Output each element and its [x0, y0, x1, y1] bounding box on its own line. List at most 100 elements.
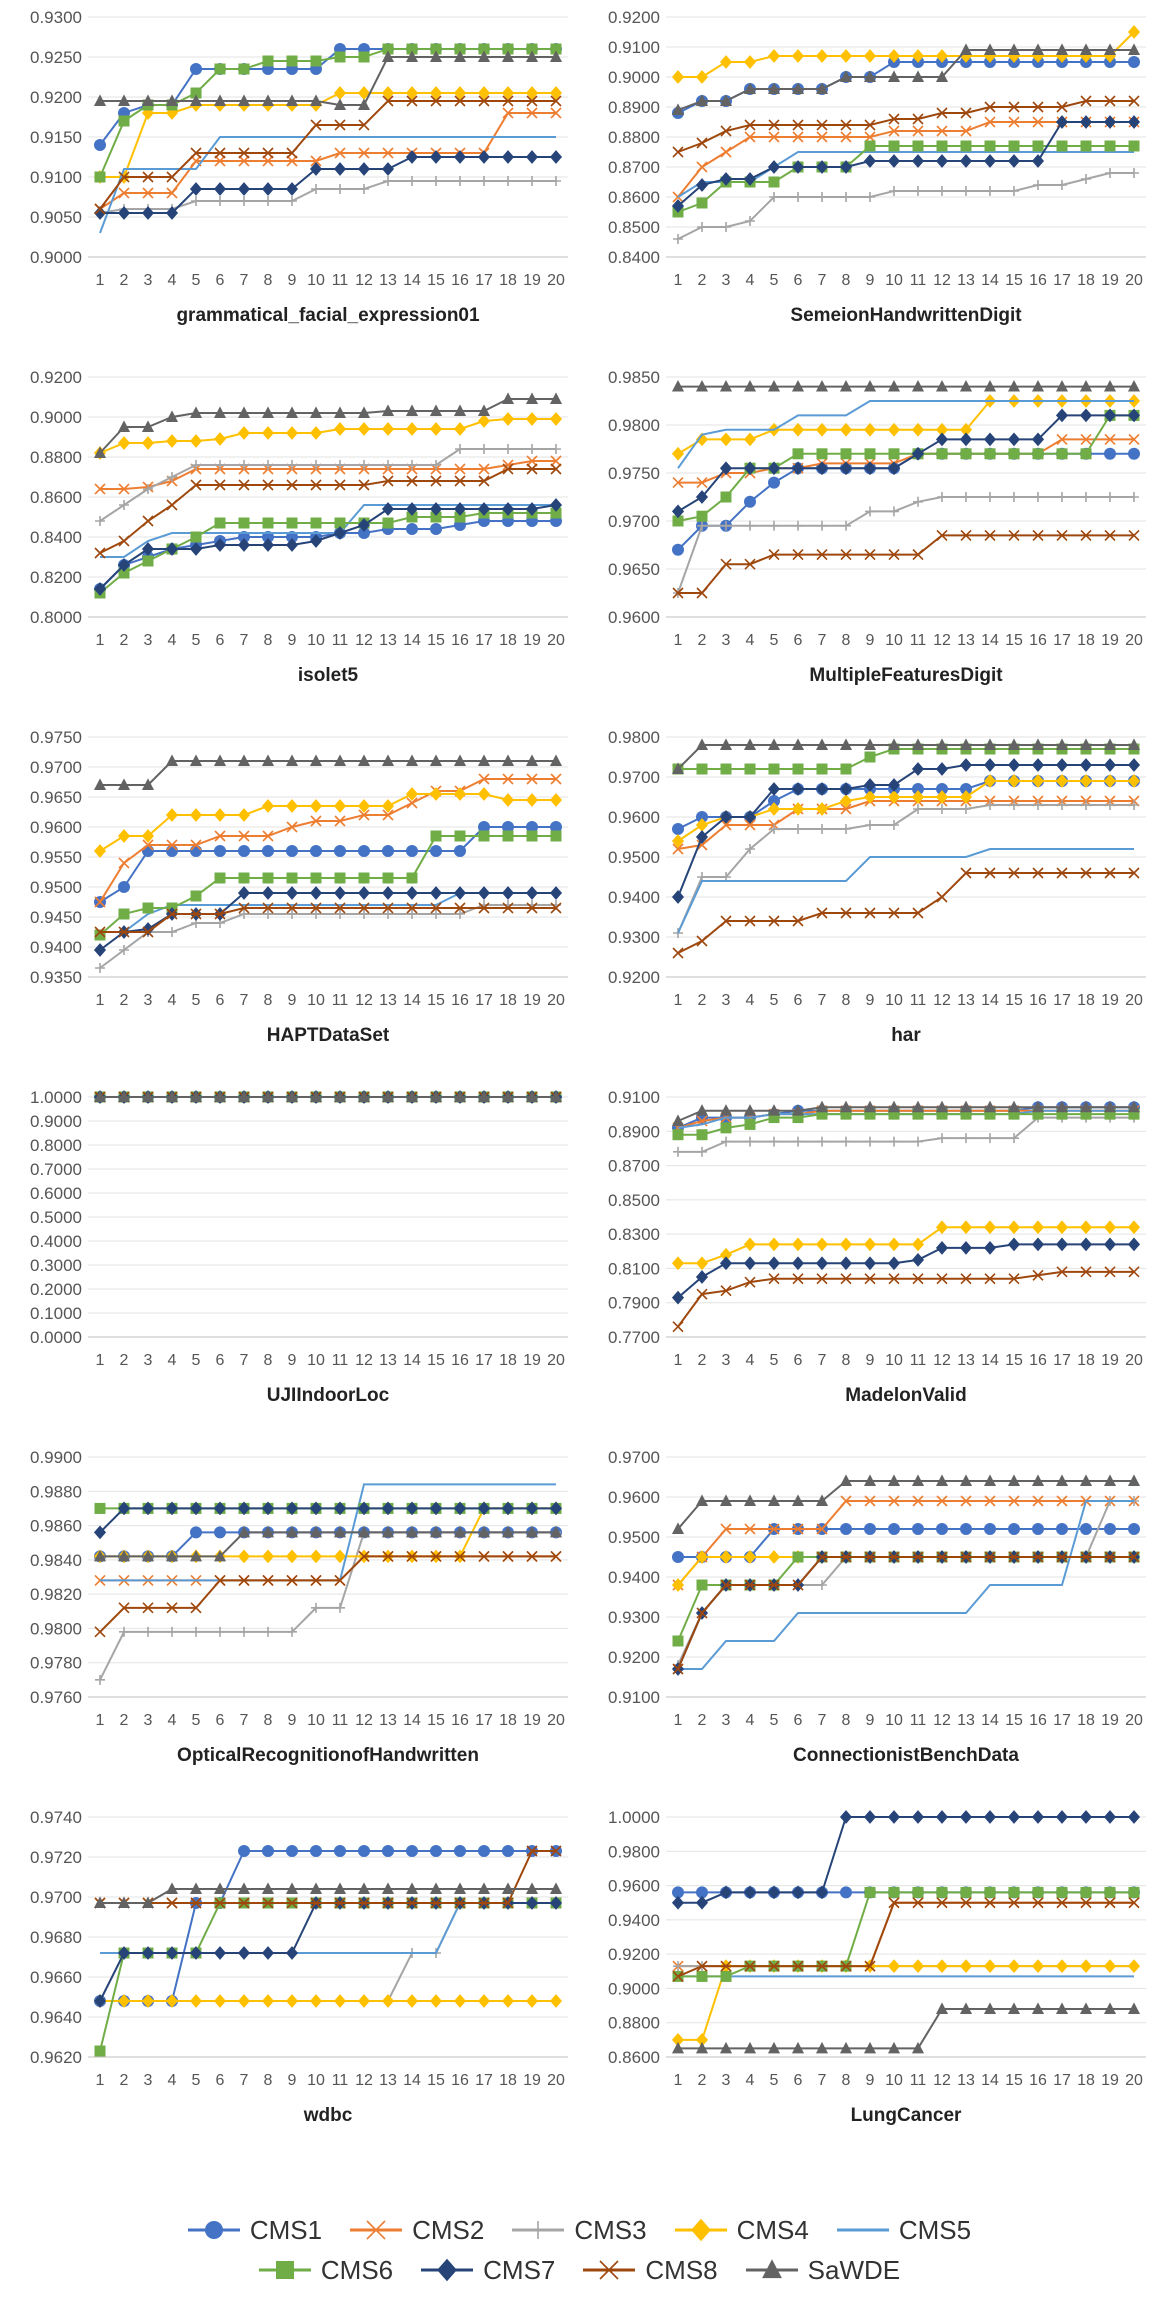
data-point [911, 446, 925, 461]
data-point [696, 763, 708, 775]
x-tick-label: 11 [910, 1712, 927, 1729]
y-tick-label: 0.9000 [30, 408, 82, 427]
data-point [165, 94, 179, 106]
data-point [912, 125, 924, 137]
data-point [911, 1474, 925, 1486]
data-point [501, 1994, 515, 2008]
data-point [959, 738, 973, 750]
data-point [983, 1220, 997, 1235]
data-point [117, 1994, 131, 2008]
data-point [285, 1882, 299, 1894]
data-point [767, 380, 781, 392]
y-tick-label: 0.9300 [608, 928, 660, 947]
data-point [1056, 448, 1068, 460]
x-tick-label: 18 [499, 2072, 517, 2089]
data-point [430, 830, 442, 842]
data-point [285, 886, 299, 900]
data-point [311, 909, 321, 919]
x-tick-label: 12 [355, 2072, 373, 2089]
data-point [501, 754, 515, 766]
x-tick-label: 20 [1125, 992, 1143, 1009]
data-point [406, 902, 418, 914]
data-point [453, 1994, 467, 2008]
series-cms7 [93, 886, 563, 957]
data-point [887, 70, 901, 82]
data-point [191, 1626, 201, 1637]
data-point [165, 206, 179, 220]
data-point [983, 738, 997, 750]
diamond-marker-icon [674, 2218, 727, 2242]
data-point [453, 502, 467, 516]
data-point [93, 1896, 107, 1908]
data-point [863, 778, 877, 792]
data-point [358, 809, 370, 821]
data-point [261, 182, 275, 196]
data-point [935, 49, 949, 63]
data-point [502, 1897, 514, 1909]
data-point [454, 902, 466, 914]
data-point [477, 886, 491, 900]
data-point [840, 1551, 852, 1563]
y-tick-label: 0.9500 [30, 878, 82, 897]
data-point [454, 845, 466, 857]
data-point [189, 808, 203, 822]
series-cms1 [94, 1845, 562, 2007]
data-point [405, 86, 419, 100]
x-tick-label: 17 [1053, 272, 1071, 289]
series-cms7 [671, 1810, 1141, 1910]
y-tick-label: 0.1000 [30, 1304, 82, 1323]
data-point [286, 479, 298, 491]
data-point [551, 444, 561, 454]
data-point [214, 1574, 226, 1586]
data-point [695, 1550, 709, 1564]
x-tick-label: 1 [674, 1712, 683, 1729]
x-tick-label: 6 [794, 272, 803, 289]
data-point [961, 186, 971, 196]
series-line [100, 1888, 556, 1904]
data-point [1128, 433, 1140, 445]
x-tick-label: 1 [674, 1352, 683, 1369]
data-point [238, 1897, 250, 1909]
data-point [695, 1270, 709, 1284]
data-point [261, 426, 275, 440]
data-point [985, 1133, 995, 1144]
x-tick-label: 17 [475, 1352, 493, 1369]
data-point [983, 380, 997, 392]
data-point [887, 2041, 901, 2054]
data-point [1103, 1474, 1117, 1486]
data-point [1103, 115, 1117, 129]
data-point [888, 549, 900, 561]
data-point [333, 1090, 347, 1102]
data-point [696, 477, 708, 489]
data-point [672, 1970, 684, 1982]
x-tick-label: 10 [307, 1352, 325, 1369]
data-point [816, 119, 828, 131]
data-point [768, 763, 780, 775]
data-point [984, 140, 996, 152]
data-point [405, 404, 419, 416]
x-tick-label: 20 [1125, 2072, 1143, 2089]
data-point [984, 1897, 996, 1909]
x-tick-label: 6 [216, 992, 225, 1009]
data-point [189, 406, 203, 418]
chart-panel: 0.91000.92000.93000.94000.95000.96000.97… [608, 1448, 1146, 1766]
data-point [983, 1240, 997, 1255]
data-point [429, 1501, 443, 1516]
data-point [671, 1256, 685, 1271]
series-sawde [671, 380, 1141, 392]
data-point [262, 1845, 274, 1857]
data-point [1032, 448, 1044, 460]
data-point [261, 754, 275, 766]
x-tick-label: 3 [722, 632, 731, 649]
data-point [913, 1136, 923, 1147]
x-tick-label: 5 [770, 2072, 779, 2089]
data-point [720, 1960, 732, 1972]
data-point [333, 422, 347, 436]
data-point [768, 176, 780, 188]
data-point [550, 773, 562, 785]
data-point [720, 819, 732, 831]
x-tick-label: 10 [307, 992, 325, 1009]
data-point [815, 160, 829, 174]
data-point [549, 392, 563, 404]
data-point [429, 754, 443, 766]
